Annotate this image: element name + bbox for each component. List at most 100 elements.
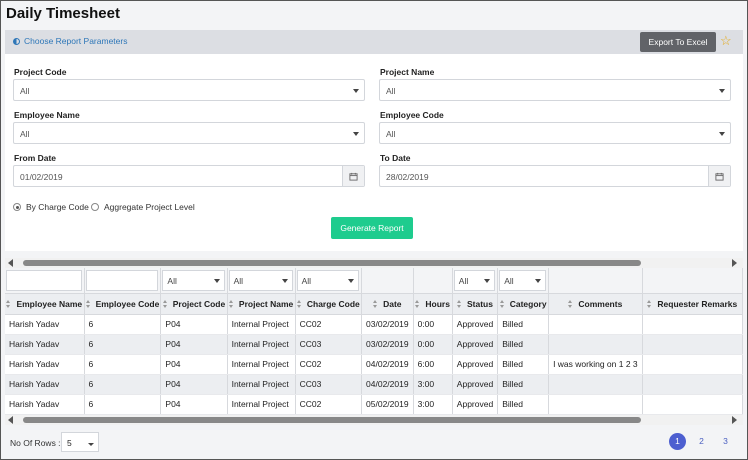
- table-cell: Billed: [497, 354, 550, 375]
- table-cell: Approved: [452, 354, 499, 375]
- sort-icon: [457, 299, 462, 308]
- table-cell: Harish Yadav: [5, 394, 85, 415]
- table-cell: Billed: [497, 334, 550, 355]
- column-filter-select[interactable]: All: [296, 270, 360, 291]
- filter-cell: [361, 268, 414, 294]
- column-header[interactable]: Employee Name: [5, 293, 85, 315]
- column-filter-select[interactable]: All: [499, 270, 547, 291]
- filter-cell: [84, 268, 162, 294]
- scrollbar-thumb[interactable]: [23, 260, 641, 266]
- column-filter-input[interactable]: [6, 270, 82, 291]
- sort-icon: [85, 299, 91, 308]
- employee-name-select[interactable]: All: [13, 122, 365, 144]
- sort-icon: [499, 299, 505, 308]
- table-cell: Harish Yadav: [5, 354, 85, 375]
- column-header-label: Charge Code: [306, 298, 360, 309]
- sort-icon: [568, 299, 573, 308]
- filter-cell: All: [497, 268, 550, 294]
- scroll-right-arrow-icon[interactable]: [732, 259, 737, 267]
- table-row[interactable]: Harish Yadav 6 P04 Internal Project CC02 05/0…: [5, 394, 743, 415]
- report-parameters-bar: Choose Report Parameters: [5, 30, 743, 54]
- column-filter-select[interactable]: All: [453, 270, 496, 291]
- table-row[interactable]: Harish Yadav 6 P04 Internal Project CC03 04/0…: [5, 374, 743, 395]
- project-code-select[interactable]: All: [13, 79, 365, 101]
- column-header[interactable]: Hours: [413, 293, 453, 315]
- column-header[interactable]: Comments: [548, 293, 643, 315]
- table-row[interactable]: Harish Yadav 6 P04 Internal Project CC02 04/0…: [5, 354, 743, 375]
- scroll-right-arrow-icon[interactable]: [732, 416, 737, 424]
- table-cell: I was working on 1 2 3: [548, 354, 643, 375]
- column-filter-value: All: [504, 276, 514, 286]
- employee-code-select[interactable]: All: [379, 122, 731, 144]
- top-horizontal-scrollbar[interactable]: [5, 258, 743, 268]
- column-filter-select[interactable]: All: [162, 270, 225, 291]
- choose-report-parameters-link[interactable]: Choose Report Parameters: [13, 36, 127, 46]
- bottom-horizontal-scrollbar[interactable]: [5, 415, 743, 425]
- sort-icon: [373, 299, 378, 308]
- column-filter-value: All: [167, 276, 177, 286]
- table-cell: [548, 374, 643, 395]
- chevron-down-icon: [281, 279, 288, 283]
- radio-aggregate-project-level[interactable]: Aggregate Project Level: [91, 202, 195, 212]
- table-cell: CC02: [295, 354, 363, 375]
- column-header[interactable]: Employee Code: [84, 293, 162, 315]
- table-cell: [548, 334, 643, 355]
- to-date-input[interactable]: 28/02/2019: [379, 165, 731, 187]
- chevron-down-icon: [348, 279, 355, 283]
- star-icon[interactable]: ☆: [720, 33, 732, 48]
- column-header[interactable]: Status: [452, 293, 499, 315]
- column-header-label: Employee Code: [95, 298, 160, 309]
- filter-cell: [413, 268, 453, 294]
- generate-report-button[interactable]: Generate Report: [331, 217, 413, 239]
- column-header[interactable]: Project Name: [227, 293, 296, 315]
- column-header[interactable]: Requester Remarks: [642, 293, 743, 315]
- sort-icon: [162, 299, 168, 308]
- table-cell: P04: [160, 394, 228, 415]
- scrollbar-thumb[interactable]: [23, 417, 641, 423]
- column-filter-value: All: [458, 276, 469, 286]
- filter-cell: [642, 268, 743, 294]
- column-filter-value: All: [233, 276, 244, 286]
- page-2-button[interactable]: 2: [699, 436, 704, 446]
- table-cell: CC02: [295, 314, 363, 335]
- project-name-value: All: [386, 86, 396, 96]
- table-cell: 3:00: [413, 374, 453, 395]
- project-name-select[interactable]: All: [379, 79, 731, 101]
- column-header[interactable]: Charge Code: [295, 293, 363, 315]
- table-row[interactable]: Harish Yadav 6 P04 Internal Project CC02 03/0…: [5, 314, 743, 335]
- table-cell: 0:00: [413, 334, 453, 355]
- table-cell: [642, 314, 743, 335]
- page-3-button[interactable]: 3: [723, 436, 728, 446]
- page-1-button[interactable]: 1: [669, 433, 686, 450]
- filter-cell: All: [452, 268, 499, 294]
- column-header[interactable]: Project Code: [160, 293, 228, 315]
- table-cell: Internal Project: [227, 334, 296, 355]
- export-to-excel-button[interactable]: Export To Excel: [640, 32, 716, 52]
- filter-row: All All All All All: [5, 268, 743, 294]
- scroll-left-arrow-icon[interactable]: [8, 259, 13, 267]
- project-name-label: Project Name: [380, 67, 435, 77]
- calendar-icon[interactable]: [708, 166, 730, 186]
- table-cell: Harish Yadav: [5, 314, 85, 335]
- to-date-value: 28/02/2019: [386, 172, 429, 182]
- column-filter-input[interactable]: [85, 270, 159, 291]
- column-header[interactable]: Category: [497, 293, 550, 315]
- column-header[interactable]: Date: [361, 293, 414, 315]
- table-row[interactable]: Harish Yadav 6 P04 Internal Project CC03 03/0…: [5, 334, 743, 355]
- column-filter-select[interactable]: All: [228, 270, 293, 291]
- chevron-down-icon: [535, 279, 542, 283]
- chevron-down-icon: [353, 132, 359, 136]
- table-cell: P04: [160, 334, 228, 355]
- rows-per-page-select[interactable]: 5: [61, 432, 99, 452]
- filter-cell: [548, 268, 643, 294]
- table-cell: Internal Project: [227, 314, 296, 335]
- table-cell: [642, 374, 743, 395]
- calendar-icon[interactable]: [342, 166, 364, 186]
- sort-icon: [228, 299, 234, 308]
- from-date-input[interactable]: 01/02/2019: [13, 165, 365, 187]
- chevron-down-icon: [353, 89, 359, 93]
- scroll-left-arrow-icon[interactable]: [8, 416, 13, 424]
- radio-by-charge-code[interactable]: By Charge Code: [13, 202, 89, 212]
- table-cell: [642, 394, 743, 415]
- employee-name-label: Employee Name: [14, 110, 80, 120]
